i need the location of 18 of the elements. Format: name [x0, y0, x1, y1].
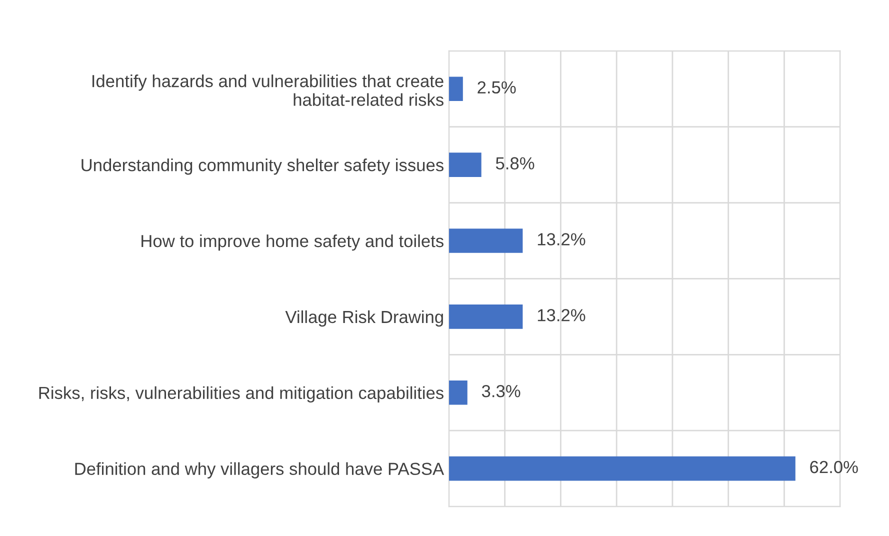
y-tick-label: Village Risk Drawing [285, 310, 443, 327]
data-label: 3.3% [482, 384, 520, 398]
data-label: 62.0% [810, 460, 858, 474]
data-label: 5.8% [496, 157, 534, 170]
y-tick-label: How to improve home safety and toilets [142, 234, 444, 251]
y-tick-label: Risks, risks, vulnerabilities and mitigation capabilities [39, 386, 444, 403]
bar [448, 380, 468, 405]
data-label: 13.2% [538, 233, 586, 246]
data-label: 2.5% [478, 81, 516, 94]
y-tick-label: Definition and why villagers should have PASSA [75, 462, 444, 478]
bar [448, 228, 523, 253]
bar [448, 456, 796, 481]
bar [448, 76, 463, 102]
y-tick-label: Understanding community shelter safety issues [82, 158, 444, 175]
bar [448, 152, 482, 177]
bar [448, 304, 523, 329]
y-tick-label: Identify hazards and vulnerabilities that create habitat-related risks [92, 74, 444, 106]
data-label: 13.2% [538, 309, 586, 322]
